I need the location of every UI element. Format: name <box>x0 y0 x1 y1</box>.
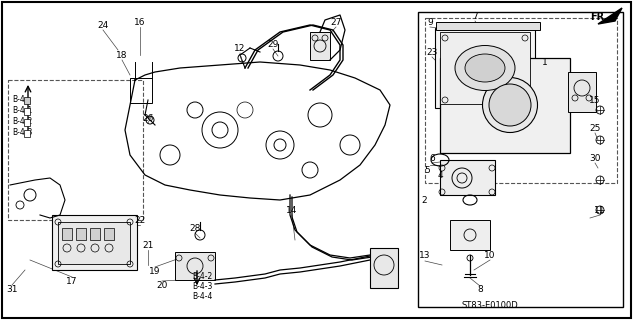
Bar <box>425 18 617 183</box>
Text: 5: 5 <box>424 165 430 174</box>
Text: 19: 19 <box>149 268 161 276</box>
Bar <box>435 28 535 108</box>
Bar <box>58 222 130 264</box>
Text: 6: 6 <box>429 154 435 163</box>
Bar <box>175 252 215 280</box>
Text: 13: 13 <box>419 252 430 260</box>
Bar <box>450 220 490 250</box>
Ellipse shape <box>455 45 515 91</box>
Bar <box>440 32 530 104</box>
Text: 3: 3 <box>459 58 465 67</box>
Bar <box>418 12 623 307</box>
Bar <box>90 228 100 240</box>
Text: 29: 29 <box>267 39 279 49</box>
Text: 23: 23 <box>426 47 437 57</box>
Text: 16: 16 <box>134 18 146 27</box>
Text: B-4: B-4 <box>12 95 25 104</box>
Text: 10: 10 <box>484 251 496 260</box>
Bar <box>24 119 30 126</box>
Text: 8: 8 <box>477 285 483 294</box>
Text: 26: 26 <box>142 114 154 123</box>
Text: 17: 17 <box>66 277 78 286</box>
Polygon shape <box>598 8 622 24</box>
Text: 11: 11 <box>594 205 606 214</box>
Bar <box>52 215 137 270</box>
Bar <box>24 130 30 137</box>
Text: B-4-2: B-4-2 <box>192 272 212 281</box>
Text: 27: 27 <box>330 18 342 27</box>
Bar <box>62 228 72 240</box>
Text: 22: 22 <box>134 215 146 225</box>
Text: 21: 21 <box>142 241 154 250</box>
Text: 14: 14 <box>286 205 298 214</box>
Bar <box>370 248 398 288</box>
Ellipse shape <box>489 84 531 126</box>
Text: 12: 12 <box>234 44 246 52</box>
Text: 2: 2 <box>421 196 427 204</box>
Text: 24: 24 <box>97 20 109 29</box>
Bar <box>104 228 114 240</box>
Bar <box>310 32 330 60</box>
Text: B-4-4: B-4-4 <box>192 292 213 301</box>
Bar <box>24 108 30 115</box>
Text: 25: 25 <box>589 124 601 132</box>
Text: 30: 30 <box>589 154 601 163</box>
Ellipse shape <box>482 77 537 132</box>
Text: B-4-1: B-4-1 <box>12 106 32 115</box>
Bar <box>440 58 570 153</box>
Text: B-4-3: B-4-3 <box>12 128 32 137</box>
Text: ST83-E0100D: ST83-E0100D <box>461 301 518 310</box>
Text: 9: 9 <box>427 18 433 27</box>
Text: FR.: FR. <box>590 12 608 22</box>
Bar <box>440 160 495 195</box>
Text: 31: 31 <box>6 285 18 294</box>
Bar <box>76 228 86 240</box>
Bar <box>24 97 30 104</box>
Text: B-4-2: B-4-2 <box>12 117 32 126</box>
Text: 4: 4 <box>437 171 443 180</box>
Ellipse shape <box>465 54 505 82</box>
Text: 7: 7 <box>472 12 478 20</box>
Bar <box>568 72 596 112</box>
Bar <box>8 80 143 220</box>
Text: 1: 1 <box>542 58 548 67</box>
Text: B-4-3: B-4-3 <box>192 282 213 291</box>
Text: 28: 28 <box>189 223 201 233</box>
Text: 20: 20 <box>156 282 168 291</box>
Text: 15: 15 <box>589 95 601 105</box>
Bar <box>130 78 152 103</box>
Text: 18: 18 <box>116 51 128 60</box>
Bar <box>436 22 540 30</box>
